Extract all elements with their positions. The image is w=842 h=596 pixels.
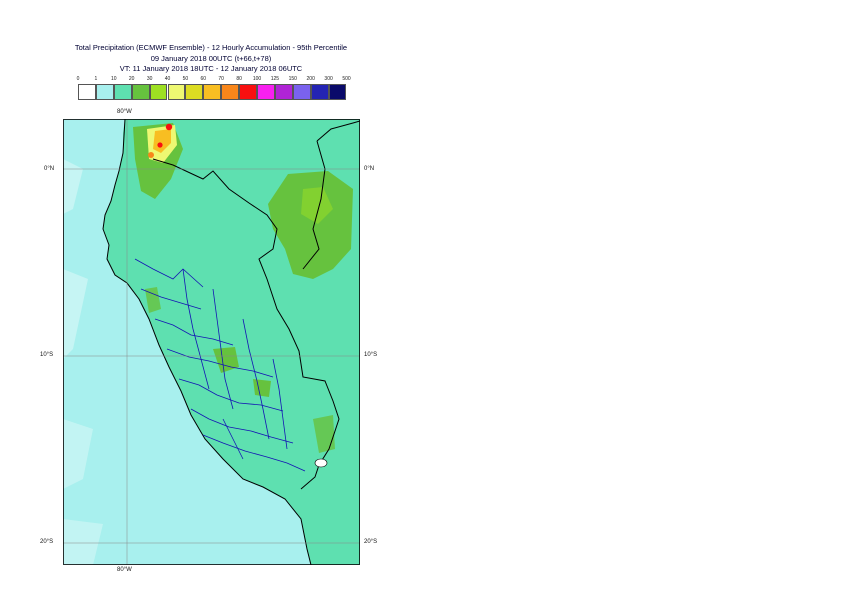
legend-tick-label: 1: [94, 76, 98, 82]
lat-label-right-20: 20°S: [364, 539, 378, 545]
rain-area-andes-3: [145, 287, 161, 313]
legend-tick-label: 10: [111, 76, 117, 82]
legend-tick-label: 20: [128, 76, 135, 82]
rain-core-red: [165, 123, 173, 131]
lat-label-left-0: 0°N: [44, 166, 55, 172]
legend-swatch: [167, 84, 186, 100]
legend-tick-label: 80: [236, 76, 242, 82]
ocean-streak: [63, 269, 88, 359]
legend-tick-label: 100: [252, 76, 262, 82]
lon-label-top: 80°W: [117, 109, 132, 115]
lat-label-left-20: 20°S: [40, 539, 54, 545]
ocean-streak: [63, 419, 93, 489]
legend-swatch: [113, 84, 132, 100]
chart-title: Total Precipitation (ECMWF Ensemble) - 1…: [74, 43, 348, 52]
lake-titicaca: [314, 458, 328, 468]
lat-label-right-0: 0°N: [364, 166, 375, 172]
legend-tick-label: 300: [324, 76, 333, 82]
base-time: 09 January 2018 00UTC (t+66,t+78): [150, 54, 272, 63]
country-border: [102, 119, 312, 565]
country-border: [316, 120, 360, 142]
ocean-streak: [63, 519, 103, 565]
valid-time: VT: 11 January 2018 18UTC - 12 January 2…: [119, 64, 303, 73]
legend-swatch: [328, 84, 347, 100]
legend-swatch: [203, 84, 222, 100]
legend-swatch: [310, 84, 329, 100]
rain-area-south: [313, 415, 335, 453]
lon-label-bottom: 80°W: [117, 567, 132, 573]
legend-tick-label: 200: [306, 76, 315, 82]
legend-tick-label: 0: [76, 76, 80, 82]
legend-swatch: [257, 84, 275, 100]
lat-label-right-10: 10°S: [364, 352, 378, 358]
legend-tick-label: 60: [200, 76, 207, 82]
rain-area-andes-1: [213, 347, 239, 373]
legend-swatch: [221, 84, 240, 100]
legend-tick-label: 70: [218, 76, 224, 82]
rain-core-orange: [148, 152, 154, 158]
rain-area-amazon-2: [301, 187, 333, 224]
legend-swatch: [239, 84, 257, 100]
legend-swatch: [95, 84, 114, 100]
legend-tick-label: 50: [182, 76, 189, 82]
rain-area-amazon: [268, 171, 353, 279]
legend-tick-label: 500: [342, 76, 351, 82]
rain-area-andes-2: [253, 379, 271, 397]
rain-core-orange: [153, 129, 171, 153]
country-border: [302, 140, 326, 270]
legend-swatch: [78, 84, 96, 100]
legend-swatch: [292, 84, 311, 100]
legend-swatch: [185, 84, 204, 100]
legend-swatch: [274, 84, 293, 100]
legend-swatch: [131, 84, 150, 100]
country-border: [152, 158, 340, 490]
legend-tick-label: 40: [164, 76, 171, 82]
legend-tick-label: 150: [288, 76, 297, 82]
precipitation-map: [63, 119, 360, 565]
map-frame: [63, 119, 360, 565]
graticule: [63, 119, 360, 565]
lat-label-left-10: 10°S: [40, 352, 54, 358]
ocean-streak: [63, 159, 83, 214]
rain-core-red: [157, 142, 163, 148]
regional-borders: [134, 258, 306, 472]
legend-tick-label: 30: [146, 76, 153, 82]
dry-coast: [163, 367, 243, 485]
legend-tick-label: 125: [270, 76, 280, 82]
legend-swatch: [149, 84, 168, 100]
